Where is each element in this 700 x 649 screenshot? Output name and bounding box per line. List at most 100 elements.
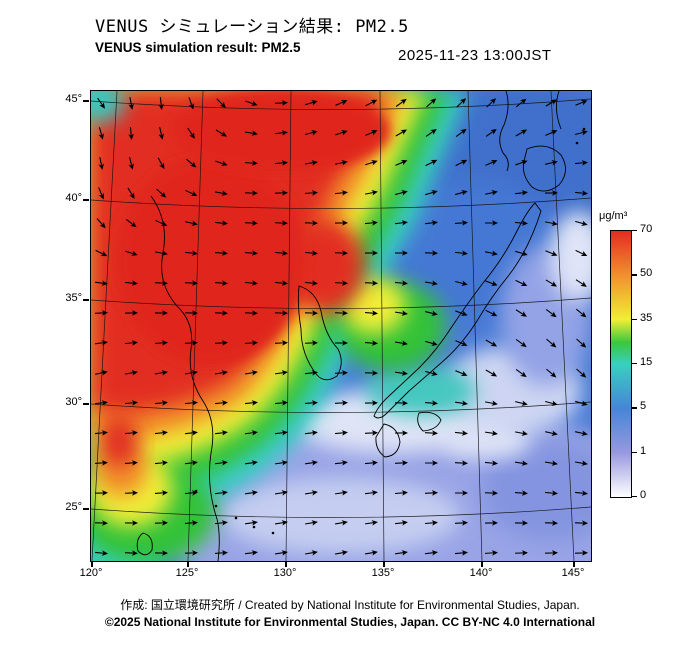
- wind-arrow: [274, 310, 288, 316]
- wind-arrow: [274, 550, 288, 556]
- wind-arrow: [545, 130, 558, 136]
- wind-arrow: [454, 220, 468, 226]
- wind-arrow: [154, 520, 168, 526]
- wind-arrow: [455, 128, 467, 137]
- wind-arrow: [304, 310, 318, 316]
- wind-arrow: [304, 250, 318, 256]
- wind-arrow: [305, 100, 318, 106]
- wind-arrow: [395, 190, 408, 196]
- wind-arrow: [304, 550, 318, 556]
- wind-arrow: [274, 100, 288, 106]
- wind-arrow: [154, 400, 168, 406]
- wind-arrow: [214, 220, 228, 226]
- lat-tick-label: 40°: [65, 192, 82, 204]
- wind-arrow: [216, 98, 226, 109]
- lat-tick-mark: [83, 508, 89, 510]
- wind-arrow: [304, 460, 318, 466]
- wind-arrow: [274, 220, 288, 226]
- wind-arrow: [545, 400, 558, 406]
- wind-arrow: [335, 340, 348, 346]
- wind-arrow: [274, 160, 288, 166]
- wind-arrow: [244, 370, 258, 376]
- wind-arrow: [214, 460, 228, 466]
- wind-arrow: [128, 157, 134, 170]
- wind-arrow: [575, 279, 587, 287]
- wind-arrow: [334, 310, 348, 316]
- wind-arrow: [394, 520, 408, 526]
- wind-arrow: [575, 400, 588, 406]
- wind-arrow: [545, 279, 558, 287]
- wind-arrow: [575, 249, 588, 257]
- wind-arrow: [124, 460, 138, 466]
- wind-arrow: [188, 97, 194, 110]
- colorbar-tick-mark: [632, 451, 637, 453]
- pm25-map: [91, 91, 591, 561]
- wind-arrow: [394, 220, 408, 226]
- wind-arrow: [94, 520, 108, 526]
- wind-arrow: [394, 400, 408, 406]
- colorbar-tick-label: 5: [640, 400, 647, 413]
- lat-tick-mark: [83, 199, 89, 201]
- wind-arrow: [394, 460, 408, 466]
- wind-arrow: [304, 430, 318, 436]
- wind-arrow: [274, 280, 288, 286]
- wind-arrow: [274, 130, 288, 136]
- lat-tick-mark: [83, 403, 89, 405]
- wind-arrow: [365, 190, 378, 196]
- wind-arrow: [124, 340, 138, 346]
- colorbar: [610, 230, 632, 498]
- wind-arrow: [304, 280, 318, 286]
- wind-arrow: [244, 130, 258, 136]
- wind-arrow: [575, 430, 588, 436]
- wind-arrow: [157, 157, 165, 170]
- wind-arrow: [574, 460, 588, 466]
- wind-arrow: [485, 160, 498, 166]
- wind-arrow: [425, 370, 438, 376]
- wind-arrow: [305, 130, 318, 136]
- wind-arrow: [244, 430, 258, 436]
- wind-arrow: [454, 520, 468, 526]
- wind-arrow: [425, 190, 438, 196]
- wind-arrow: [274, 400, 288, 406]
- wind-arrow: [214, 280, 228, 286]
- wind-arrow: [455, 280, 468, 286]
- wind-arrow: [545, 250, 558, 256]
- wind-arrow: [455, 310, 468, 316]
- figure-title-en: VENUS simulation result: PM2.5: [95, 40, 301, 55]
- wind-arrow: [124, 430, 138, 436]
- wind-arrow: [365, 160, 378, 166]
- wind-arrow: [454, 430, 468, 436]
- wind-arrow: [545, 99, 557, 107]
- wind-arrow: [304, 400, 318, 406]
- wind-arrow: [155, 250, 168, 256]
- wind-arrow: [244, 340, 258, 346]
- wind-arrow: [95, 249, 108, 257]
- wind-arrow: [394, 430, 408, 436]
- wind-arrow: [94, 280, 108, 286]
- wind-arrow: [125, 250, 138, 256]
- wind-arrow: [484, 490, 498, 496]
- wind-arrow: [424, 220, 438, 226]
- wind-arrow: [424, 460, 438, 466]
- wind-arrow: [124, 520, 138, 526]
- lon-tick-mark: [481, 561, 483, 567]
- wind-arrow: [514, 490, 528, 496]
- wind-arrow: [304, 220, 318, 226]
- wind-arrow: [424, 520, 438, 526]
- colorbar-tick-mark: [632, 318, 637, 320]
- wind-arrow: [304, 340, 318, 346]
- wind-arrow: [244, 220, 258, 226]
- wind-arrow: [274, 520, 288, 526]
- wind-arrow: [125, 370, 138, 376]
- wind-arrow: [334, 220, 348, 226]
- wind-arrow: [158, 96, 164, 110]
- wind-arrow: [395, 160, 408, 166]
- credit-line: 作成: 国立環境研究所 / Created by National Instit…: [120, 598, 580, 612]
- wind-arrow: [364, 430, 378, 436]
- wind-arrow: [454, 250, 468, 256]
- lon-tick-mark: [573, 561, 575, 567]
- colorbar-tick-label: 50: [640, 267, 653, 280]
- wind-arrow: [364, 280, 378, 286]
- wind-arrow: [424, 280, 438, 286]
